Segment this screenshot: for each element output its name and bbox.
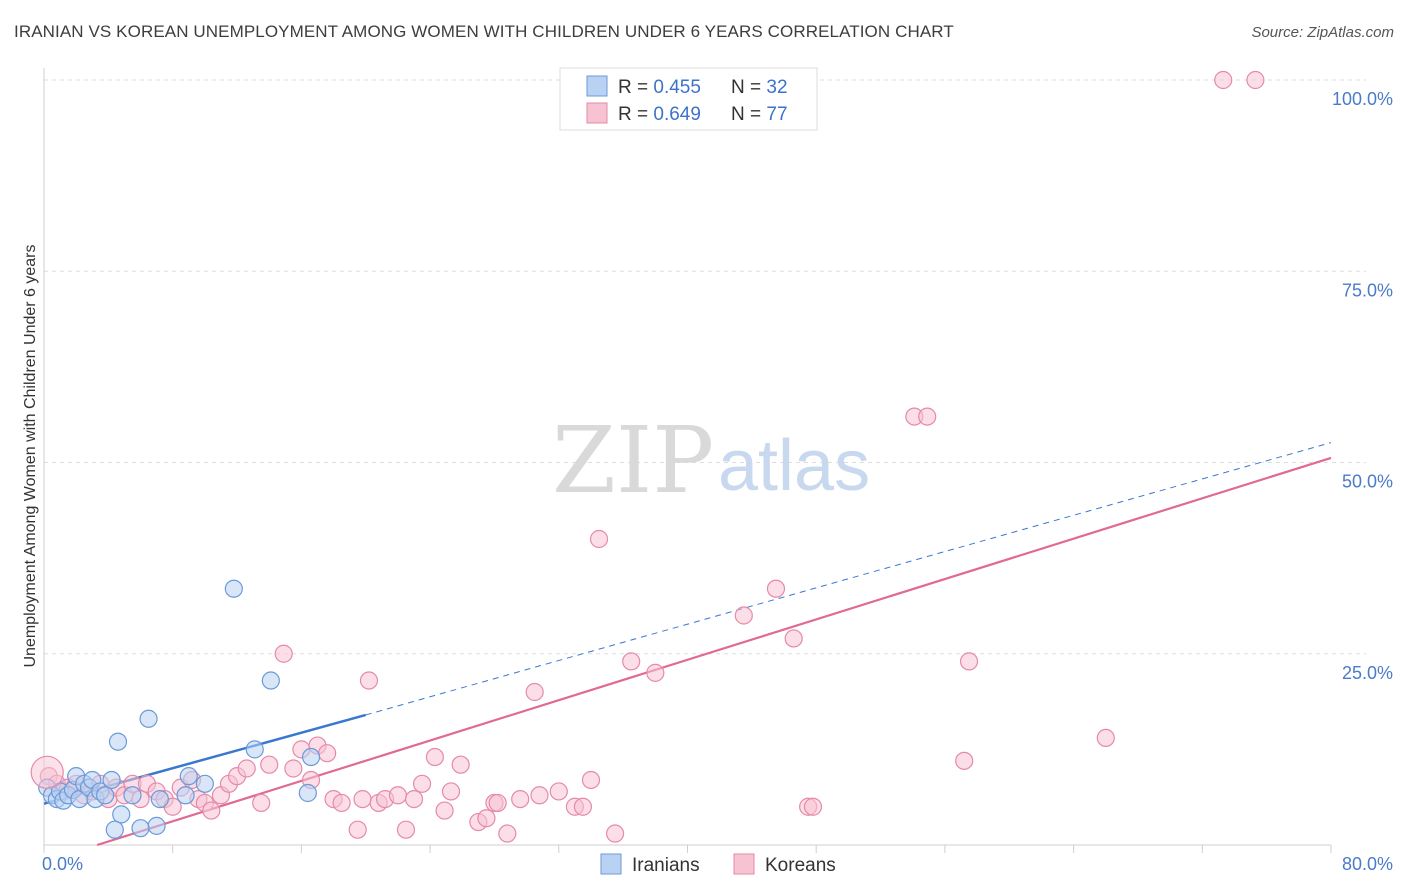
iranian-point-19 bbox=[139, 709, 158, 728]
korean-point-57 bbox=[573, 797, 593, 816]
korean-point-71 bbox=[959, 652, 979, 671]
y-tick-label-100: 100.0% bbox=[1332, 89, 1393, 109]
y-tick-label-25: 25.0% bbox=[1342, 663, 1393, 683]
iranian-point-15 bbox=[102, 770, 121, 790]
korean-point-53 bbox=[525, 682, 544, 702]
legend-n-label-iranians: N = bbox=[731, 77, 766, 98]
korean-point-36 bbox=[348, 820, 367, 839]
korean-point-25 bbox=[237, 759, 256, 778]
korean-point-47 bbox=[451, 755, 470, 774]
korean-point-70 bbox=[955, 751, 974, 770]
korean-point-76 bbox=[353, 789, 372, 809]
x-tick-label-max: 80.0% bbox=[1342, 854, 1393, 874]
svg-text:N = 32: N = 32 bbox=[731, 77, 788, 98]
korean-point-62 bbox=[646, 663, 665, 682]
svg-text:R = 0.455: R = 0.455 bbox=[618, 77, 701, 98]
korean-point-29 bbox=[284, 759, 303, 778]
iranian-point-20 bbox=[147, 816, 166, 835]
legend-swatch-koreans bbox=[586, 102, 608, 124]
iranian-point-31 bbox=[105, 820, 124, 839]
korean-point-40 bbox=[388, 786, 408, 805]
bottom-legend-koreans: Koreans bbox=[765, 855, 836, 876]
korean-point-35 bbox=[332, 793, 351, 813]
iranian-point-21 bbox=[150, 789, 169, 809]
iranian-point-27 bbox=[261, 671, 280, 690]
iranian-point-22 bbox=[176, 786, 195, 805]
korean-point-43 bbox=[412, 774, 432, 793]
x-ticks bbox=[43, 845, 1332, 853]
iranian-point-17 bbox=[112, 805, 131, 824]
y-tick-labels: 25.0% 50.0% 75.0% 100.0% bbox=[1332, 89, 1393, 683]
korean-point-64 bbox=[766, 579, 786, 598]
source-label: Source: ZipAtlas.com bbox=[1251, 24, 1394, 41]
watermark-zip: ZIP bbox=[552, 407, 714, 514]
legend-n-label-koreans: N = bbox=[731, 104, 766, 125]
iranian-point-23 bbox=[179, 767, 198, 786]
korean-point-75 bbox=[488, 793, 507, 813]
legend-n-value-iranians: 32 bbox=[766, 77, 787, 98]
korean-point-72 bbox=[1096, 728, 1115, 748]
watermark-atlas: atlas bbox=[718, 426, 870, 506]
y-tick-label-50: 50.0% bbox=[1342, 472, 1393, 492]
bottom-legend: Iranians Koreans bbox=[600, 853, 836, 876]
korean-point-58 bbox=[581, 770, 601, 790]
korean-point-74 bbox=[1246, 70, 1265, 90]
bottom-legend-swatch-koreans bbox=[733, 853, 755, 875]
korean-point-69 bbox=[918, 407, 937, 426]
bottom-legend-swatch-iranians bbox=[600, 853, 622, 875]
korean-point-59 bbox=[589, 529, 609, 549]
korean-point-21 bbox=[202, 801, 221, 820]
korean-point-41 bbox=[396, 820, 416, 839]
korean-point-54 bbox=[530, 786, 549, 805]
iranian-point-30 bbox=[131, 819, 150, 838]
korean-point-44 bbox=[425, 747, 445, 767]
korean-point-37 bbox=[359, 671, 379, 690]
korean-point-42 bbox=[404, 789, 424, 809]
bottom-legend-iranians: Iranians bbox=[632, 855, 700, 876]
korean-point-46 bbox=[441, 782, 461, 801]
iranian-point-14 bbox=[96, 786, 115, 805]
x-tick-label-min: 0.0% bbox=[42, 854, 83, 874]
korean-point-63 bbox=[734, 606, 753, 625]
legend-r-value-koreans: 0.649 bbox=[653, 104, 701, 125]
korean-point-49 bbox=[477, 809, 496, 828]
chart-title: IRANIAN VS KOREAN UNEMPLOYMENT AMONG WOM… bbox=[14, 22, 954, 41]
iranian-point-28 bbox=[298, 783, 317, 803]
svg-text:N = 77: N = 77 bbox=[731, 104, 788, 125]
legend-n-value-koreans: 77 bbox=[766, 104, 787, 125]
korean-point-26 bbox=[252, 793, 271, 813]
grid-lines bbox=[44, 79, 1366, 655]
korean-point-27 bbox=[260, 755, 279, 774]
legend-r-label-iranians: R = bbox=[618, 77, 653, 98]
legend-r-label-koreans: R = bbox=[618, 104, 653, 125]
korean-point-67 bbox=[803, 797, 823, 816]
korean-point-73 bbox=[1214, 70, 1233, 90]
iranian-point-18 bbox=[123, 786, 142, 805]
iranian-point-25 bbox=[224, 579, 243, 598]
legend-swatch-iranians bbox=[586, 75, 608, 97]
legend: R = 0.455 N = 32 R = 0.649 N = 77 bbox=[559, 67, 818, 131]
korean-point-large bbox=[30, 755, 64, 789]
iranian-point-16 bbox=[108, 732, 128, 751]
korean-point-28 bbox=[274, 644, 293, 663]
korean-point-61 bbox=[622, 652, 641, 671]
data-points bbox=[30, 70, 1265, 843]
korean-point-60 bbox=[606, 824, 625, 843]
y-tick-label-75: 75.0% bbox=[1342, 280, 1393, 300]
legend-r-value-iranians: 0.455 bbox=[653, 77, 701, 98]
korean-point-52 bbox=[511, 789, 530, 809]
y-axis-label: Unemployment Among Women with Children U… bbox=[22, 244, 39, 667]
iranian-point-24 bbox=[195, 774, 214, 793]
korean-point-33 bbox=[318, 744, 337, 763]
iranian-point-29 bbox=[301, 747, 321, 767]
korean-point-65 bbox=[784, 629, 803, 648]
svg-text:R = 0.649: R = 0.649 bbox=[618, 104, 701, 125]
korean-point-55 bbox=[549, 782, 568, 801]
iranian-point-26 bbox=[245, 740, 264, 759]
trend-line-iranians-extension bbox=[365, 442, 1332, 716]
korean-point-45 bbox=[435, 801, 454, 820]
korean-point-51 bbox=[498, 824, 517, 843]
